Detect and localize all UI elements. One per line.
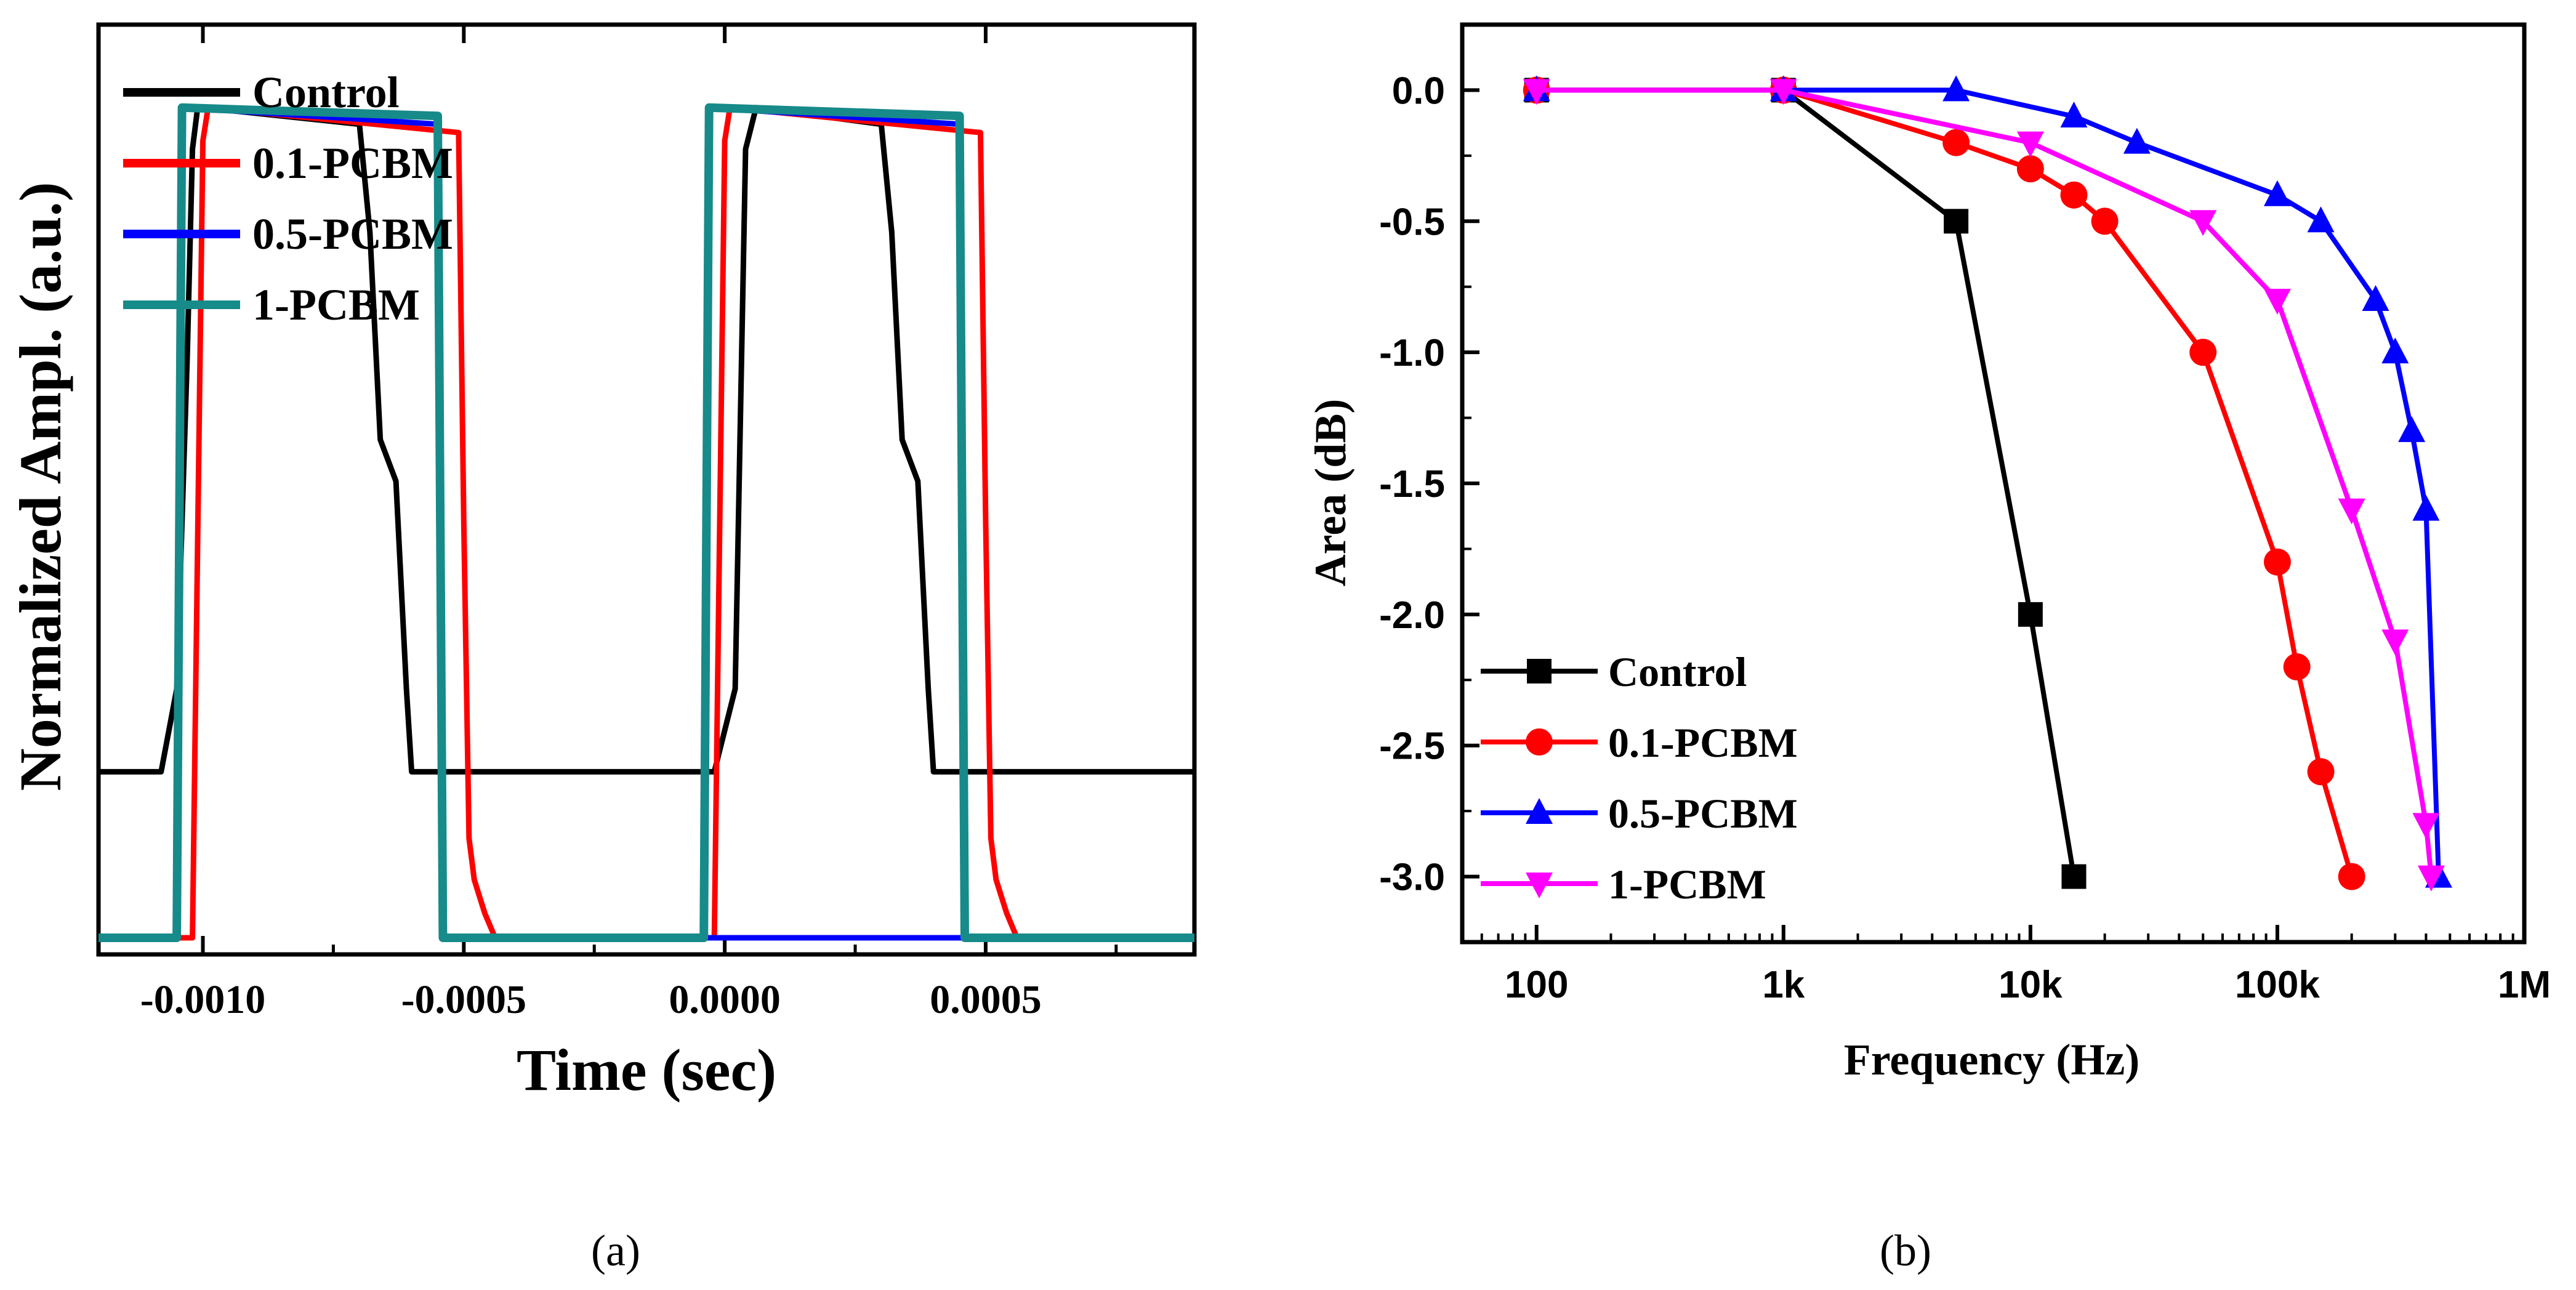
y-tick-label-b: -2.5 [1379, 725, 1445, 768]
legend-marker-b [1526, 798, 1553, 824]
plot-b-xlabel: Frequency (Hz) [1844, 1035, 2140, 1084]
x-tick-label-a: -0.0010 [140, 977, 265, 1022]
data-point-b-0.5-pcbm [2362, 285, 2389, 311]
data-point-b-0.1-pcbm [2263, 548, 2291, 576]
series-line-a-0.5-pcbm-2 [701, 105, 1194, 941]
data-point-b-0.5-pcbm [2381, 337, 2409, 364]
data-point-b-control [2018, 602, 2043, 627]
legend-marker-b [1526, 873, 1553, 898]
data-point-b-0.5-pcbm [2412, 494, 2440, 521]
data-point-b-0.5-pcbm [2060, 102, 2088, 127]
data-point-b-1-pcbm [2189, 210, 2217, 236]
y-tick-label-b: 0.0 [1392, 70, 1445, 112]
data-point-b-0.1-pcbm [2307, 758, 2335, 786]
y-tick-label-b: -2.0 [1379, 594, 1445, 637]
data-point-b-1-pcbm [2338, 498, 2365, 525]
data-point-b-1-pcbm [2263, 289, 2291, 315]
legend-label-b: Control [1608, 648, 1747, 695]
plot-a-panel-label: (a) [591, 1226, 640, 1275]
x-tick-label-b: 100 [1505, 964, 1568, 1006]
data-point-b-0.5-pcbm [2307, 206, 2335, 233]
data-point-b-0.1-pcbm [2091, 208, 2119, 235]
data-point-b-control [2061, 864, 2087, 889]
data-point-b-0.1-pcbm [1942, 129, 1970, 156]
x-tick-label-b: 1M [2498, 964, 2551, 1006]
x-tick-label-b: 1k [1762, 964, 1805, 1006]
data-point-b-0.1-pcbm [2016, 155, 2044, 183]
panel-a: -0.0010 -0.0005 0.0000 0.0005 Control 0.1-PC… [7, 22, 1197, 1275]
panel-b: 0.0 -0.5 -1.0 -1.5 -2.0 -2.5 -3.0 100 1k 10k 100k 1… [1306, 22, 2551, 1275]
legend-label-a: Control [252, 68, 400, 117]
data-point-b-0.1-pcbm [2283, 653, 2311, 680]
plot-b-ylabel: Area (dB) [1306, 399, 1355, 587]
data-point-b-1-pcbm [2016, 131, 2044, 158]
data-point-b-0.1-pcbm [2060, 181, 2088, 209]
legend-label-a: 1-PCBM [252, 280, 420, 329]
plot-a-xlabel: Time (sec) [517, 1037, 776, 1103]
data-point-b-1-pcbm [2417, 865, 2445, 892]
x-tick-label-b: 100k [2235, 964, 2320, 1006]
data-point-b-0.5-pcbm [2263, 180, 2291, 206]
data-point-b-0.1-pcbm [2189, 339, 2217, 366]
data-point-b-control [1944, 209, 1969, 234]
x-tick-label-a: 0.0005 [930, 977, 1042, 1022]
x-tick-label-a: 0.0000 [669, 977, 781, 1022]
series-line-a-1-pcbm [99, 103, 1194, 942]
legend-label-b: 1-PCBM [1608, 861, 1766, 908]
data-point-b-1-pcbm [1769, 79, 1797, 105]
series-line-b-0.5-pcbm [1536, 87, 2441, 877]
y-tick-label-b: -1.0 [1379, 332, 1445, 374]
plot-a-frame [96, 22, 1197, 957]
legend-marker-b [1526, 728, 1553, 756]
legend-label-b: 0.5-PCBM [1608, 790, 1798, 837]
data-point-b-0.5-pcbm [2398, 416, 2426, 442]
plot-b-panel-label: (b) [1880, 1226, 1931, 1275]
data-point-b-1-pcbm [1523, 79, 1550, 105]
x-tick-label-b: 10k [1998, 964, 2063, 1006]
series-line-a-control [99, 105, 1194, 775]
x-tick-label-a: -0.0005 [401, 977, 526, 1022]
data-point-b-1-pcbm [2412, 813, 2440, 839]
data-point-b-1-pcbm [2381, 629, 2409, 656]
y-tick-label-b: -0.5 [1379, 201, 1445, 243]
data-point-b-0.5-pcbm [2123, 127, 2151, 154]
plot-a-ylabel: Normalized Ampl. (a.u.) [7, 182, 73, 791]
data-point-b-0.5-pcbm [1942, 75, 1970, 102]
legend-label-b: 0.1-PCBM [1608, 719, 1798, 766]
legend-label-a: 0.5-PCBM [252, 209, 453, 259]
y-tick-label-b: -3.0 [1379, 857, 1445, 899]
legend-marker-b [1527, 659, 1552, 683]
data-point-b-0.1-pcbm [2338, 863, 2365, 890]
legend-label-a: 0.1-PCBM [252, 139, 453, 188]
y-tick-label-b: -1.5 [1379, 463, 1445, 506]
